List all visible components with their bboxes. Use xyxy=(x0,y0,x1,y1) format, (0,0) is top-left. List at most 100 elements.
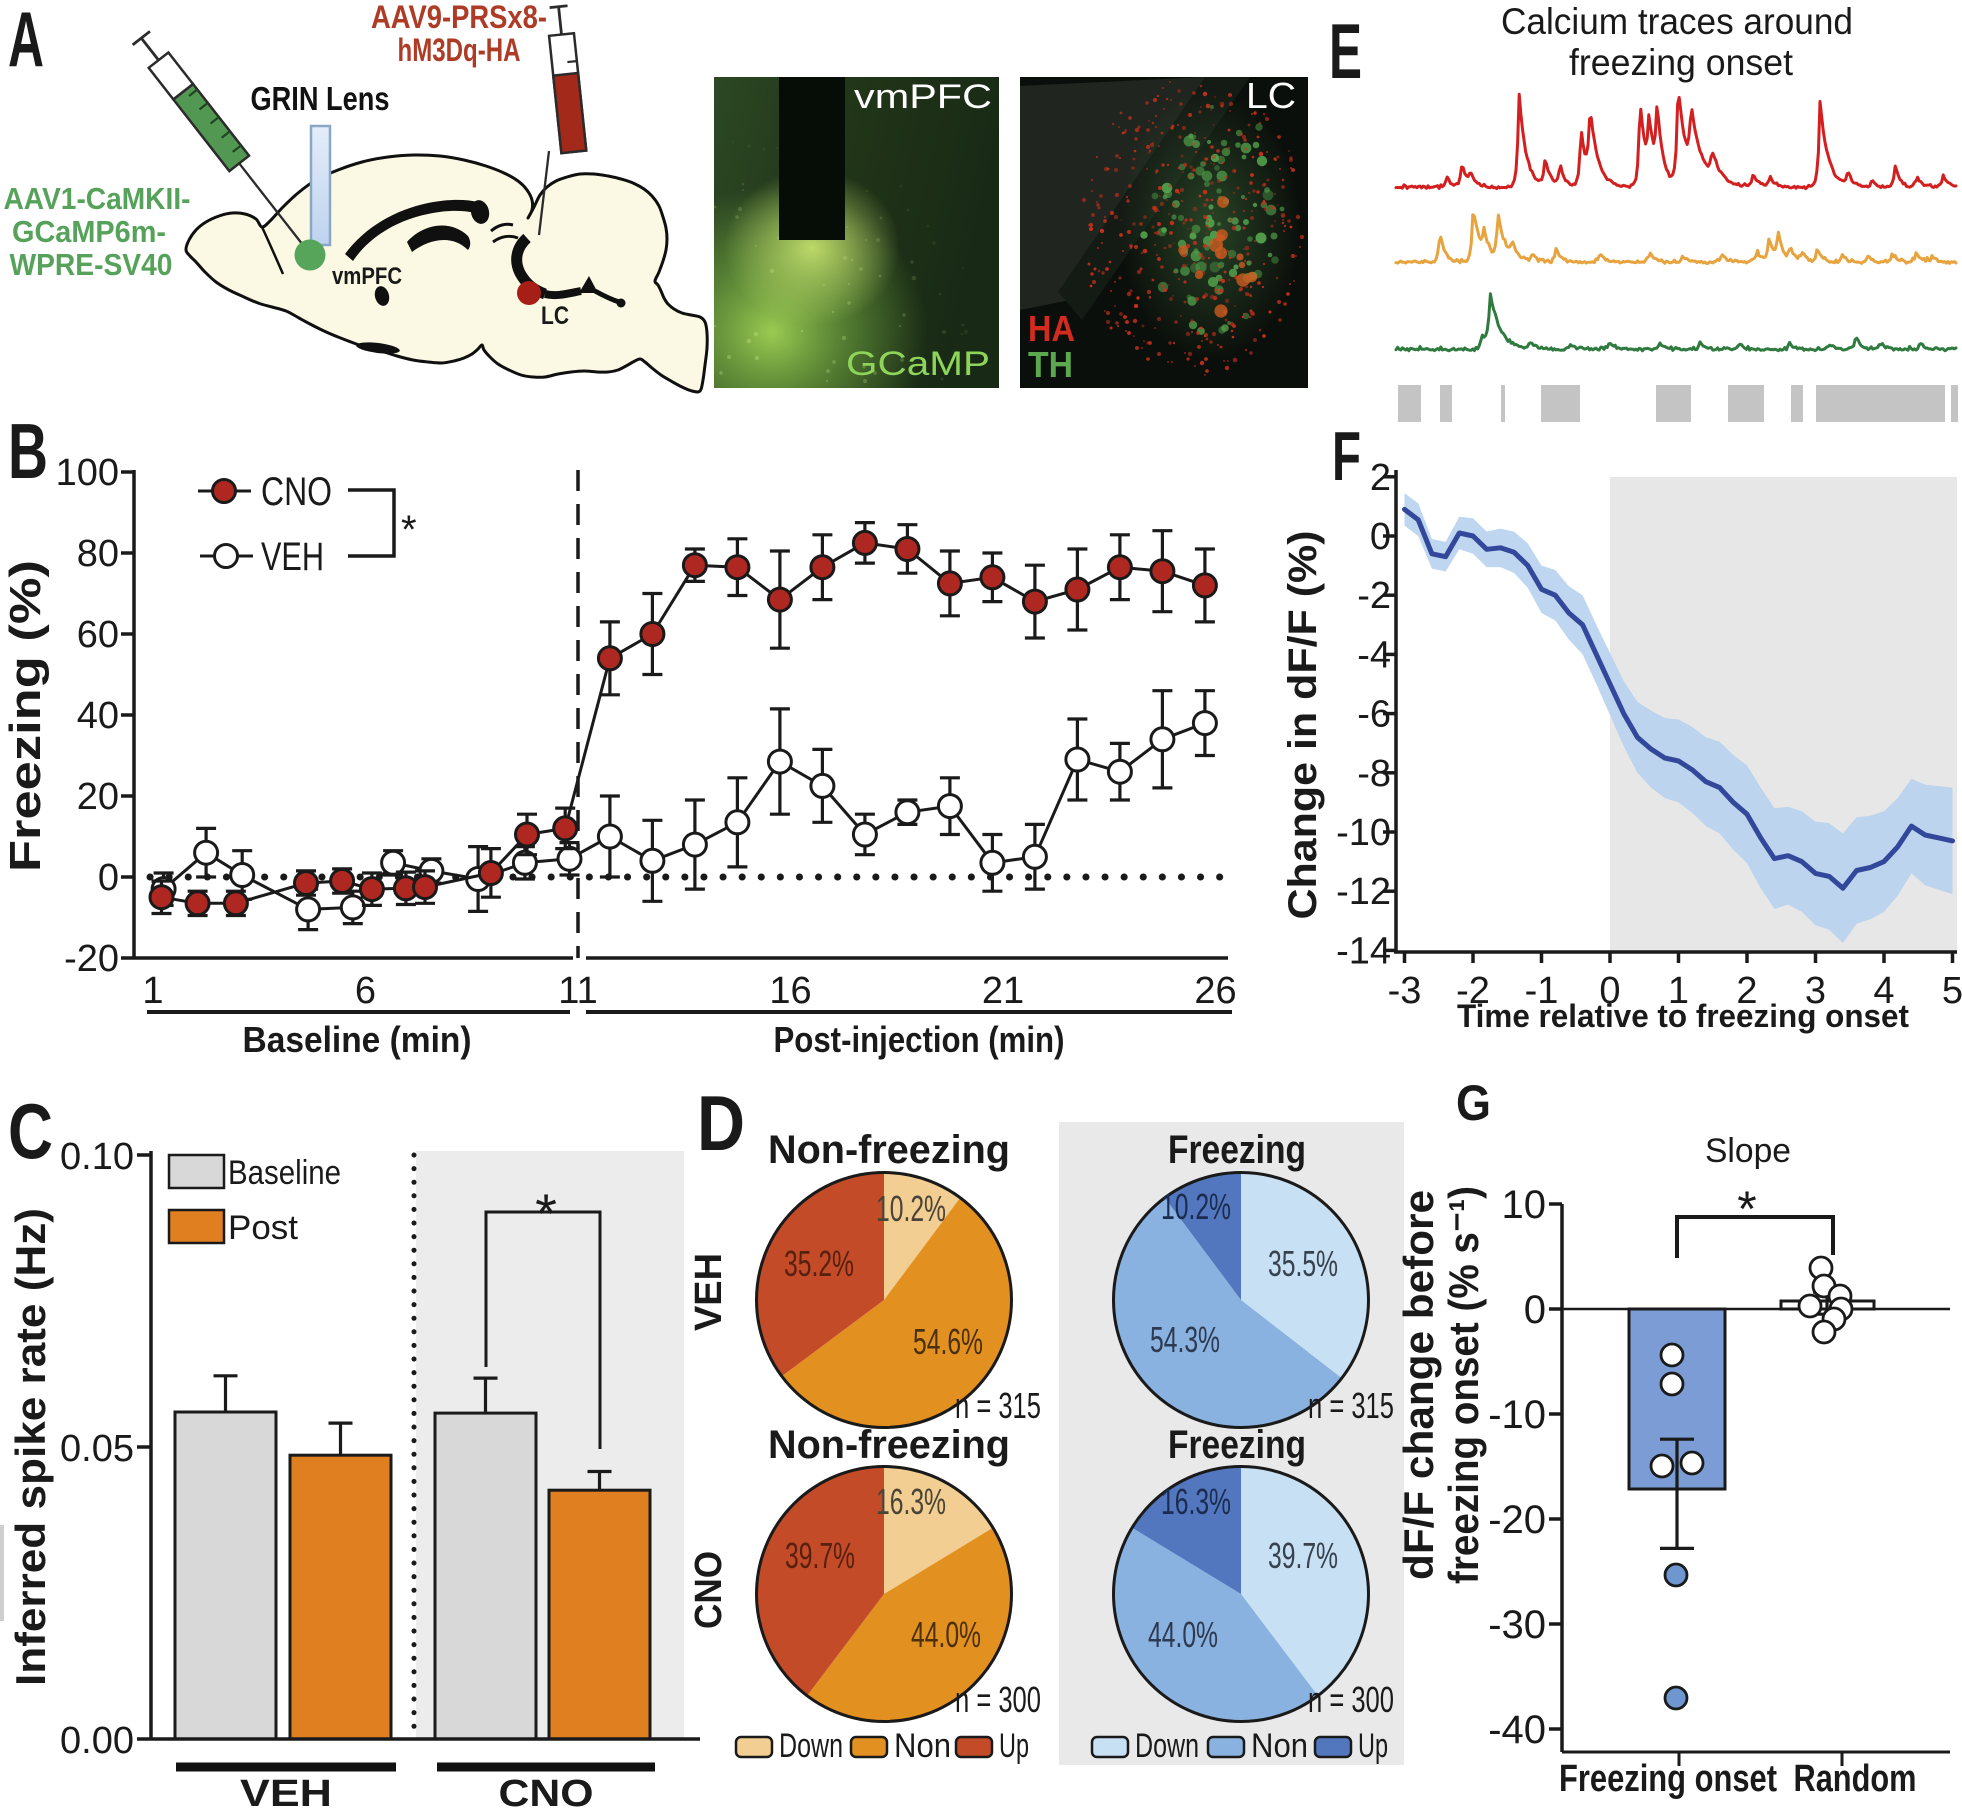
svg-text:-3: -3 xyxy=(1388,970,1422,1012)
svg-text:0: 0 xyxy=(98,857,119,899)
svg-text:*: * xyxy=(535,1182,557,1245)
svg-text:-1: -1 xyxy=(1525,970,1559,1012)
svg-text:0: 0 xyxy=(1599,970,1620,1012)
svg-text:-2: -2 xyxy=(1357,575,1391,617)
svg-text:-8: -8 xyxy=(1357,753,1391,795)
svg-text:40: 40 xyxy=(77,695,119,737)
svg-text:n = 300: n = 300 xyxy=(1308,1679,1394,1720)
svg-text:B: B xyxy=(8,407,48,495)
svg-text:-14: -14 xyxy=(1336,930,1391,972)
svg-text:44.0%: 44.0% xyxy=(911,1614,981,1655)
svg-text:WPRE-SV40: WPRE-SV40 xyxy=(10,247,173,282)
svg-text:2: 2 xyxy=(1736,970,1757,1012)
svg-text:Slope: Slope xyxy=(1705,1132,1791,1170)
svg-text:freezing onset (% s⁻¹): freezing onset (% s⁻¹) xyxy=(1440,1186,1487,1584)
svg-text:G: G xyxy=(1456,1075,1491,1131)
svg-text:Down: Down xyxy=(1135,1727,1199,1765)
svg-text:3: 3 xyxy=(1805,970,1826,1012)
svg-text:CNO: CNO xyxy=(688,1551,730,1629)
svg-text:Baseline (min): Baseline (min) xyxy=(243,1019,472,1060)
svg-text:CNO: CNO xyxy=(499,1773,594,1810)
svg-text:Inferred spike rate (Hz): Inferred spike rate (Hz) xyxy=(7,1208,54,1686)
svg-text:AAV9-PRSx8-: AAV9-PRSx8- xyxy=(371,0,547,35)
svg-text:0.10: 0.10 xyxy=(60,1136,134,1178)
svg-text:16.3%: 16.3% xyxy=(1161,1481,1231,1522)
svg-text:26: 26 xyxy=(1194,970,1236,1012)
svg-text:80: 80 xyxy=(77,533,119,575)
svg-text:44.0%: 44.0% xyxy=(1148,1614,1218,1655)
svg-text:-10: -10 xyxy=(1488,1393,1546,1437)
svg-text:60: 60 xyxy=(77,614,119,656)
svg-text:39.7%: 39.7% xyxy=(1268,1535,1338,1576)
svg-text:Non: Non xyxy=(894,1727,951,1765)
svg-text:A: A xyxy=(8,0,44,83)
svg-text:Up: Up xyxy=(1358,1727,1388,1765)
svg-text:35.2%: 35.2% xyxy=(784,1243,854,1284)
svg-text:-12: -12 xyxy=(1336,871,1391,913)
svg-text:-20: -20 xyxy=(64,938,119,980)
svg-text:-6: -6 xyxy=(1357,694,1391,736)
svg-text:-10: -10 xyxy=(1336,812,1391,854)
svg-text:0: 0 xyxy=(1370,516,1391,558)
svg-text:0: 0 xyxy=(1524,1288,1546,1332)
svg-text:20: 20 xyxy=(77,776,119,818)
svg-text:dF/F change before: dF/F change before xyxy=(1395,1190,1442,1580)
svg-text:2: 2 xyxy=(1370,457,1391,499)
svg-text:GRIN Lens: GRIN Lens xyxy=(251,80,390,117)
svg-text:CNO: CNO xyxy=(261,470,332,514)
svg-text:10.2%: 10.2% xyxy=(876,1188,946,1229)
svg-text:1: 1 xyxy=(1668,970,1689,1012)
svg-text:35.5%: 35.5% xyxy=(1268,1243,1338,1284)
svg-text:16: 16 xyxy=(769,970,811,1012)
svg-text:VEH: VEH xyxy=(240,1773,332,1810)
svg-text:-2: -2 xyxy=(1456,970,1490,1012)
svg-text:TH: TH xyxy=(1028,344,1073,385)
svg-text:Post-injection (min): Post-injection (min) xyxy=(774,1019,1065,1060)
svg-text:21: 21 xyxy=(982,970,1024,1012)
svg-text:11: 11 xyxy=(558,970,597,1012)
svg-text:n = 300: n = 300 xyxy=(955,1679,1041,1720)
svg-text:Freezing onset: Freezing onset xyxy=(1559,1758,1777,1800)
svg-text:-20: -20 xyxy=(1488,1498,1546,1542)
svg-text:D: D xyxy=(697,1079,745,1167)
svg-text:0.05: 0.05 xyxy=(60,1428,134,1470)
svg-text:39.7%: 39.7% xyxy=(785,1535,855,1576)
svg-text:GCaMP6m-: GCaMP6m- xyxy=(12,214,166,249)
svg-text:vmPFC: vmPFC xyxy=(332,263,402,290)
svg-text:vmPFC: vmPFC xyxy=(854,78,992,116)
svg-text:C: C xyxy=(8,1087,53,1175)
svg-text:6: 6 xyxy=(355,970,376,1012)
svg-text:E: E xyxy=(1329,7,1362,95)
svg-text:LC: LC xyxy=(541,302,569,330)
svg-text:Change in dF/F (%): Change in dF/F (%) xyxy=(1281,531,1325,920)
svg-text:hM3Dq-HA: hM3Dq-HA xyxy=(398,32,521,68)
svg-text:F: F xyxy=(1332,417,1361,495)
svg-text:Non-freezing: Non-freezing xyxy=(768,1128,1010,1172)
svg-text:n = 315: n = 315 xyxy=(955,1385,1041,1426)
svg-text:Time relative to freezing onse: Time relative to freezing onset xyxy=(1457,998,1909,1034)
svg-text:10: 10 xyxy=(1502,1183,1547,1227)
svg-text:*: * xyxy=(401,508,417,552)
svg-text:AAV1-CaMKII-: AAV1-CaMKII- xyxy=(4,181,191,216)
svg-text:Freezing (%): Freezing (%) xyxy=(1,560,50,872)
svg-text:Freezing: Freezing xyxy=(1168,1423,1306,1467)
svg-text:-30: -30 xyxy=(1488,1603,1546,1647)
svg-text:10.2%: 10.2% xyxy=(1161,1186,1231,1227)
svg-text:Random: Random xyxy=(1794,1758,1917,1800)
svg-text:-40: -40 xyxy=(1488,1708,1546,1752)
svg-text:VEH: VEH xyxy=(688,1253,730,1331)
svg-text:Non-freezing: Non-freezing xyxy=(768,1423,1010,1467)
svg-text:n = 315: n = 315 xyxy=(1308,1385,1394,1426)
svg-text:HA: HA xyxy=(1028,308,1075,349)
svg-text:4: 4 xyxy=(1873,970,1894,1012)
svg-text:-4: -4 xyxy=(1357,634,1391,676)
svg-text:Baseline: Baseline xyxy=(228,1154,341,1192)
svg-text:0.00: 0.00 xyxy=(60,1720,134,1762)
svg-text:1: 1 xyxy=(142,970,163,1012)
svg-text:GCaMP: GCaMP xyxy=(846,345,990,383)
svg-text:54.6%: 54.6% xyxy=(913,1321,983,1362)
svg-text:freezing onset: freezing onset xyxy=(1569,42,1794,83)
svg-text:Freezing: Freezing xyxy=(1168,1128,1306,1172)
svg-text:16.3%: 16.3% xyxy=(876,1481,946,1522)
svg-text:100: 100 xyxy=(56,452,119,494)
